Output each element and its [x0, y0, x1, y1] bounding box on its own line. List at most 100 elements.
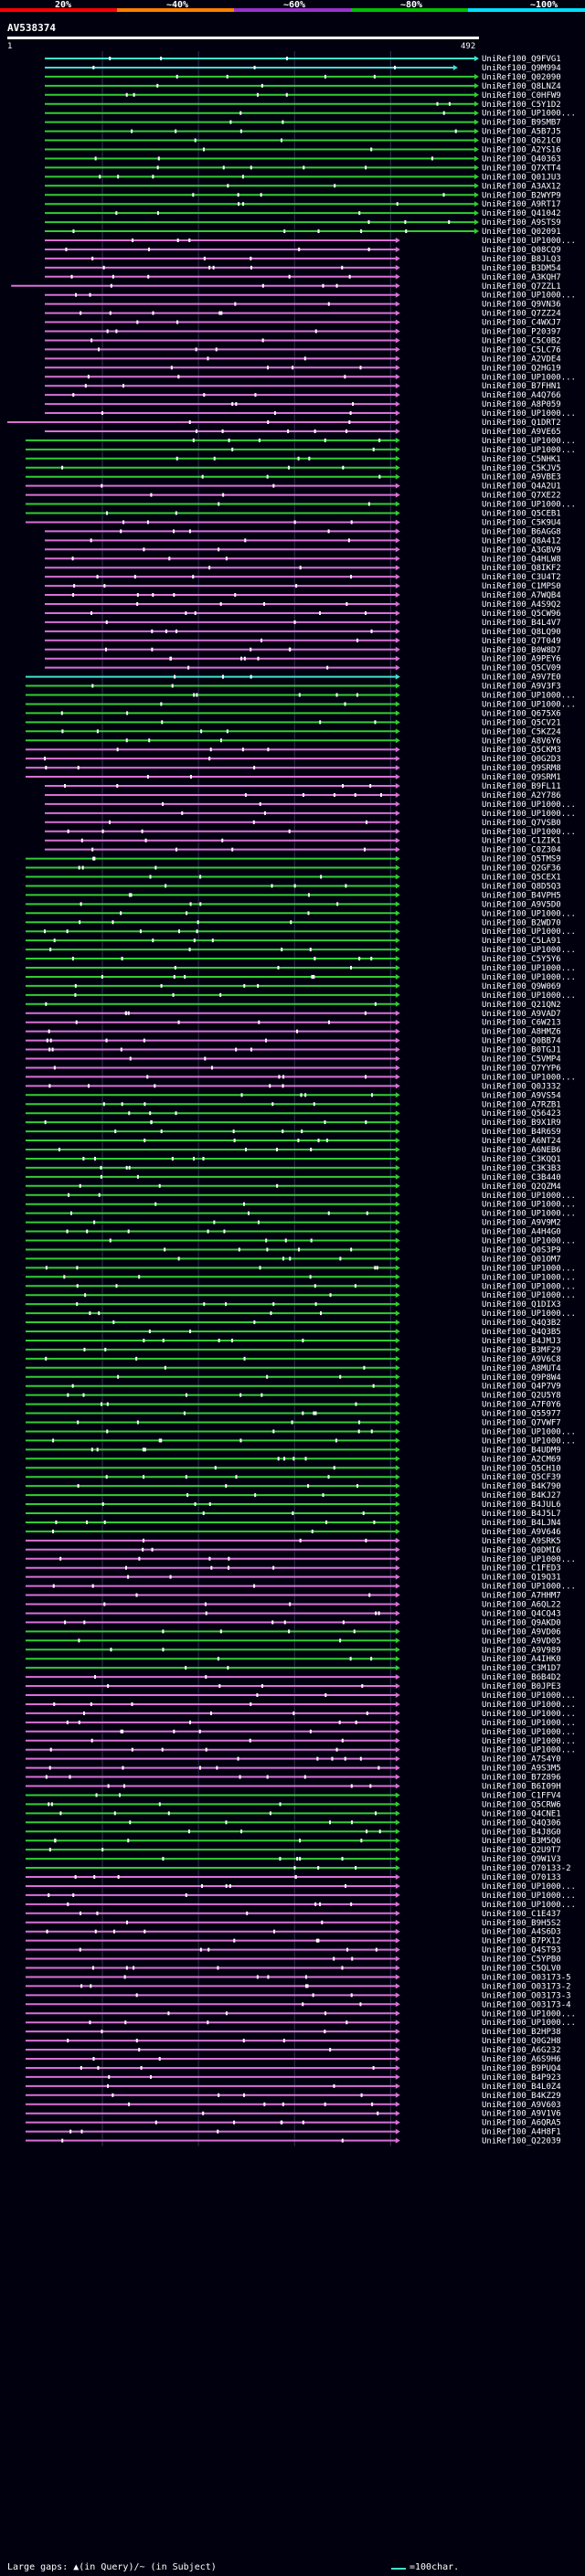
hit-label[interactable]: UniRef100_UP1000... [482, 909, 576, 918]
hit-label[interactable]: UniRef100_Q9SRM1 [482, 773, 561, 782]
hit-label[interactable]: UniRef100_UP1000... [482, 991, 576, 1001]
hit-label[interactable]: UniRef100_UP1000... [482, 1701, 576, 1710]
hit-label[interactable]: UniRef100_UP1000... [482, 437, 576, 446]
hit-label[interactable]: UniRef100_Q5CEB1 [482, 510, 561, 519]
hit-label[interactable]: UniRef100_A8HMZ6 [482, 1028, 561, 1037]
hit-label[interactable]: UniRef100_C5Y1D2 [482, 101, 561, 110]
hit-label[interactable]: UniRef100_UP1000... [482, 1436, 576, 1446]
hit-label[interactable]: UniRef100_Q621C0 [482, 137, 561, 146]
hit-label[interactable]: UniRef100_UP1000... [482, 1201, 576, 1210]
hit-label[interactable]: UniRef100_A7HHM7 [482, 1592, 561, 1601]
hit-label[interactable]: UniRef100_C5KJV5 [482, 464, 561, 473]
hit-label[interactable]: UniRef100_UP1000... [482, 1555, 576, 1564]
hit-label[interactable]: UniRef100_A9V9M2 [482, 1219, 561, 1228]
hit-label[interactable]: UniRef100_Q9W1V3 [482, 1855, 561, 1864]
hit-label[interactable]: UniRef100_UP1000... [482, 1282, 576, 1291]
hit-label[interactable]: UniRef100_Q2U9T7 [482, 1846, 561, 1855]
hit-label[interactable]: UniRef100_UP1000... [482, 409, 576, 419]
hit-label[interactable]: UniRef100_Q9SRM8 [482, 764, 561, 773]
hit-label[interactable]: UniRef100_UP1000... [482, 1901, 576, 1910]
hit-label[interactable]: UniRef100_Q1DIX3 [482, 1300, 561, 1309]
hit-label[interactable]: UniRef100_B7FHN1 [482, 382, 561, 391]
hit-label[interactable]: UniRef100_UP1000... [482, 110, 576, 119]
hit-label[interactable]: UniRef100_Q9AKD0 [482, 1618, 561, 1627]
hit-label[interactable]: UniRef100_UP1000... [482, 1427, 576, 1436]
hit-label[interactable]: UniRef100_Q5CF39 [482, 1473, 561, 1482]
hit-label[interactable]: UniRef100_Q0S3P9 [482, 1246, 561, 1255]
hit-label[interactable]: UniRef100_B9FL11 [482, 782, 561, 791]
hit-label[interactable]: UniRef100_UP1000... [482, 946, 576, 955]
hit-label[interactable]: UniRef100_B4VPH5 [482, 891, 561, 900]
hit-label[interactable]: UniRef100_A6G232 [482, 2046, 561, 2055]
hit-label[interactable]: UniRef100_B3MF29 [482, 1346, 561, 1355]
hit-label[interactable]: UniRef100_A2VDE4 [482, 355, 561, 364]
hit-label[interactable]: UniRef100_A9S3M5 [482, 1765, 561, 1774]
hit-label[interactable]: UniRef100_UP1000... [482, 1237, 576, 1246]
hit-label[interactable]: UniRef100_A7F0Y6 [482, 1401, 561, 1410]
hit-label[interactable]: UniRef100_B0W8D7 [482, 646, 561, 655]
hit-label[interactable]: UniRef100_UP1000... [482, 1737, 576, 1746]
hit-label[interactable]: UniRef100_Q01OM7 [482, 1255, 561, 1264]
hit-label[interactable]: UniRef100_Q02090 [482, 73, 561, 82]
hit-label[interactable]: UniRef100_Q2GF36 [482, 864, 561, 874]
hit-label[interactable]: UniRef100_C3KQQ1 [482, 1155, 561, 1164]
hit-label[interactable]: UniRef100_UP1000... [482, 1583, 576, 1592]
hit-label[interactable]: UniRef100_B4P923 [482, 2073, 561, 2083]
hit-label[interactable]: UniRef100_UP1000... [482, 1719, 576, 1728]
hit-label[interactable]: UniRef100_Q8LQ90 [482, 628, 561, 637]
hit-label[interactable]: UniRef100_B4J5L7 [482, 1510, 561, 1519]
hit-label[interactable]: UniRef100_O03173-2 [482, 1982, 571, 1991]
hit-label[interactable]: UniRef100_B4K790 [482, 1482, 561, 1491]
hit-label[interactable]: UniRef100_A6NEB6 [482, 1146, 561, 1155]
hit-label[interactable]: UniRef100_A6QL22 [482, 1601, 561, 1610]
hit-label[interactable]: UniRef100_Q4CNE1 [482, 1809, 561, 1818]
hit-label[interactable]: UniRef100_C1E437 [482, 1910, 561, 1919]
hit-label[interactable]: UniRef100_A9V5D0 [482, 900, 561, 909]
hit-label[interactable]: UniRef100_A9SRK5 [482, 1537, 561, 1546]
hit-label[interactable]: UniRef100_Q0G2D3 [482, 755, 561, 764]
hit-label[interactable]: UniRef100_UP1000... [482, 1882, 576, 1892]
hit-label[interactable]: UniRef100_Q40363 [482, 154, 561, 164]
hit-label[interactable]: UniRef100_A4H4G0 [482, 1228, 561, 1237]
hit-label[interactable]: UniRef100_UP1000... [482, 1210, 576, 1219]
hit-label[interactable]: UniRef100_B0TGJ1 [482, 1046, 561, 1055]
hit-label[interactable]: UniRef100_B8JLQ3 [482, 255, 561, 264]
hit-label[interactable]: UniRef100_Q8A412 [482, 536, 561, 546]
hit-label[interactable]: UniRef100_O03173-3 [482, 1991, 571, 2000]
hit-label[interactable]: UniRef100_B3DM54 [482, 264, 561, 273]
hit-label[interactable]: UniRef100_UP1000... [482, 828, 576, 837]
hit-label[interactable]: UniRef100_B6AGG8 [482, 527, 561, 536]
hit-label[interactable]: UniRef100_B0JPE3 [482, 1682, 561, 1691]
hit-label[interactable]: UniRef100_O70133-2 [482, 1864, 571, 1873]
hit-label[interactable]: UniRef100_Q5CW96 [482, 610, 561, 619]
hit-label[interactable]: UniRef100_Q2U5Y8 [482, 1392, 561, 1401]
hit-label[interactable]: UniRef100_C0HFW9 [482, 91, 561, 101]
hit-label[interactable]: UniRef100_Q9M994 [482, 64, 561, 73]
hit-label[interactable]: UniRef100_Q01JU3 [482, 173, 561, 182]
hit-label[interactable]: UniRef100_A9V603 [482, 2101, 561, 2110]
hit-label[interactable]: UniRef100_Q5CKM3 [482, 746, 561, 755]
hit-label[interactable]: UniRef100_B4L0Z4 [482, 2083, 561, 2092]
hit-label[interactable]: UniRef100_Q7VSB0 [482, 819, 561, 828]
hit-label[interactable]: UniRef100_Q9FVG1 [482, 55, 561, 64]
hit-label[interactable]: UniRef100_A9V646 [482, 1528, 561, 1537]
hit-label[interactable]: UniRef100_A4H8F1 [482, 2128, 561, 2137]
hit-label[interactable]: UniRef100_UP1000... [482, 964, 576, 973]
hit-label[interactable]: UniRef100_C5C0B2 [482, 336, 561, 345]
hit-label[interactable]: UniRef100_Q0DMI6 [482, 1546, 561, 1555]
hit-label[interactable]: UniRef100_B4KZ29 [482, 2092, 561, 2101]
hit-label[interactable]: UniRef100_B2HP38 [482, 2028, 561, 2037]
hit-label[interactable]: UniRef100_Q8D5Q3 [482, 882, 561, 891]
hit-label[interactable]: UniRef100_A5B7J5 [482, 128, 561, 137]
hit-label[interactable]: UniRef100_UP1000... [482, 973, 576, 982]
hit-label[interactable]: UniRef100_A9VBE3 [482, 473, 561, 482]
hit-label[interactable]: UniRef100_UP1000... [482, 810, 576, 819]
hit-label[interactable]: UniRef100_A9VS54 [482, 1091, 561, 1100]
hit-label[interactable]: UniRef100_Q4Q306 [482, 1818, 561, 1828]
hit-label[interactable]: UniRef100_UP1000... [482, 1291, 576, 1300]
hit-label[interactable]: UniRef100_UP1000... [482, 1728, 576, 1737]
hit-label[interactable]: UniRef100_UP1000... [482, 1192, 576, 1201]
hit-label[interactable]: UniRef100_A6QRA5 [482, 2119, 561, 2128]
hit-label[interactable]: UniRef100_Q4HLW8 [482, 555, 561, 564]
hit-label[interactable]: UniRef100_UP1000... [482, 928, 576, 937]
